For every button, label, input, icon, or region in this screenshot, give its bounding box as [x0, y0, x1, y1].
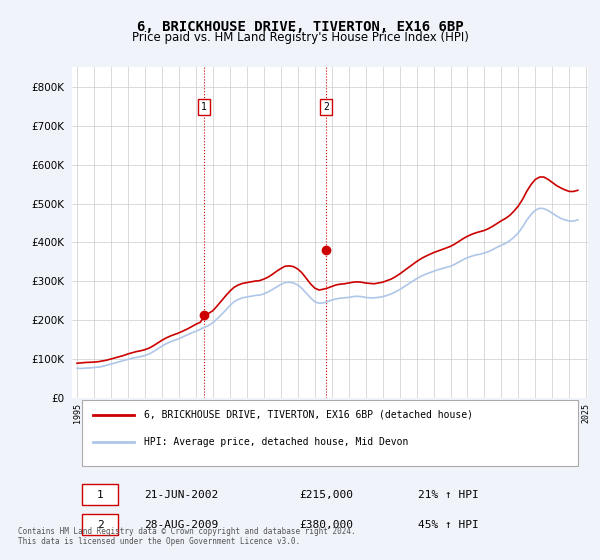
FancyBboxPatch shape: [82, 514, 118, 535]
Text: 28-AUG-2009: 28-AUG-2009: [144, 520, 218, 530]
Text: 21% ↑ HPI: 21% ↑ HPI: [418, 489, 478, 500]
Text: 1: 1: [97, 489, 104, 500]
Text: 2: 2: [97, 520, 104, 530]
Text: £215,000: £215,000: [299, 489, 353, 500]
Text: 21-JUN-2002: 21-JUN-2002: [144, 489, 218, 500]
Text: Price paid vs. HM Land Registry's House Price Index (HPI): Price paid vs. HM Land Registry's House …: [131, 31, 469, 44]
Text: 2: 2: [323, 102, 329, 112]
Text: Contains HM Land Registry data © Crown copyright and database right 2024.
This d: Contains HM Land Registry data © Crown c…: [18, 526, 356, 546]
Text: 6, BRICKHOUSE DRIVE, TIVERTON, EX16 6BP (detached house): 6, BRICKHOUSE DRIVE, TIVERTON, EX16 6BP …: [144, 410, 473, 420]
Text: 1: 1: [201, 102, 207, 112]
Text: 45% ↑ HPI: 45% ↑ HPI: [418, 520, 478, 530]
Text: £380,000: £380,000: [299, 520, 353, 530]
FancyBboxPatch shape: [82, 400, 578, 466]
Text: HPI: Average price, detached house, Mid Devon: HPI: Average price, detached house, Mid …: [144, 437, 409, 447]
FancyBboxPatch shape: [82, 484, 118, 505]
Text: 6, BRICKHOUSE DRIVE, TIVERTON, EX16 6BP: 6, BRICKHOUSE DRIVE, TIVERTON, EX16 6BP: [137, 20, 463, 34]
